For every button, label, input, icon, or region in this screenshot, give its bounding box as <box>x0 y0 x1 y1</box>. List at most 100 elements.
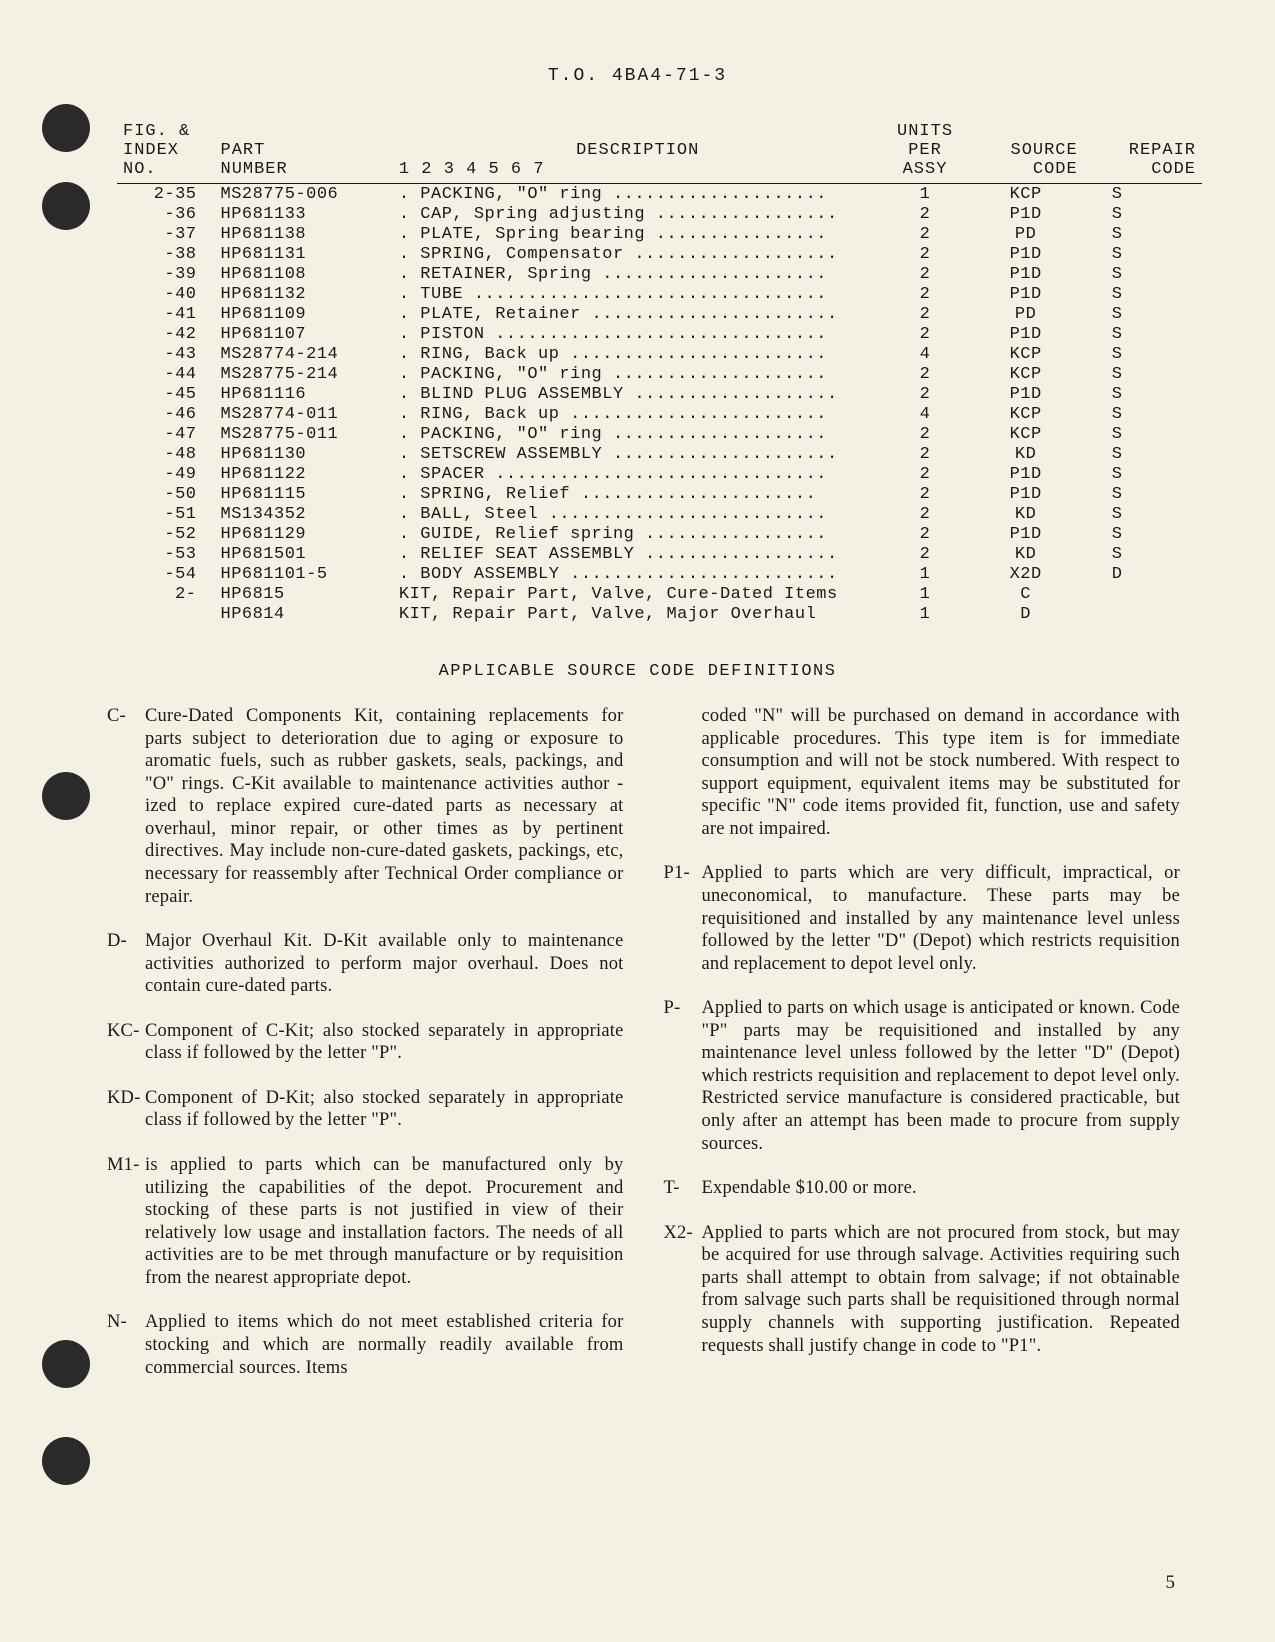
cell-src: KCP <box>968 424 1084 444</box>
cell-src: KD <box>968 544 1084 564</box>
cell-desc: . BODY ASSEMBLY ........................… <box>393 564 883 584</box>
parts-table: FIG. & INDEX NO. PART NUMBER DESCRIPTION… <box>117 120 1202 624</box>
cell-src: PD <box>968 224 1084 244</box>
left-column: C-Cure-Dated Components Kit, containing … <box>107 705 624 1401</box>
cell-idx <box>117 604 215 624</box>
cell-rep: S <box>1084 504 1202 524</box>
definition-code: N- <box>107 1311 145 1379</box>
cell-pn: HP681132 <box>215 284 393 304</box>
punch-hole <box>42 104 90 152</box>
cell-pn: MS28774-214 <box>215 344 393 364</box>
cell-idx: -54 <box>117 564 215 584</box>
definition-text: Expendable $10.00 or more. <box>702 1177 1181 1200</box>
definition-text: Cure-Dated Components Kit, containing re… <box>145 705 624 908</box>
cell-idx: 2-35 <box>117 184 215 205</box>
cell-idx: -40 <box>117 284 215 304</box>
cell-desc: . SETSCREW ASSEMBLY ....................… <box>393 444 883 464</box>
table-row: -40HP681132. TUBE ......................… <box>117 284 1202 304</box>
cell-units: 4 <box>883 404 968 424</box>
cell-desc: . RETAINER, Spring ..................... <box>393 264 883 284</box>
cell-src: X2D <box>968 564 1084 584</box>
cell-src: P1D <box>968 524 1084 544</box>
cell-rep <box>1084 604 1202 624</box>
definition-text: Applied to items which do not meet estab… <box>145 1311 624 1379</box>
definition-text: Component of C-Kit; also stocked separat… <box>145 1020 624 1065</box>
definition-code: X2- <box>664 1222 702 1357</box>
table-row: -39HP681108. RETAINER, Spring ..........… <box>117 264 1202 284</box>
col-header: SOURCE <box>1011 141 1078 160</box>
page-number: 5 <box>1166 1572 1176 1594</box>
cell-pn: HP681131 <box>215 244 393 264</box>
table-row: -45HP681116. BLIND PLUG ASSEMBLY .......… <box>117 384 1202 404</box>
definition-item: P1-Applied to parts which are very diffi… <box>664 862 1181 975</box>
col-header: PER <box>908 141 942 160</box>
cell-desc: . RING, Back up ........................ <box>393 344 883 364</box>
cell-pn: HP681101-5 <box>215 564 393 584</box>
cell-desc: . PLATE, Retainer ......................… <box>393 304 883 324</box>
cell-units: 2 <box>883 204 968 224</box>
cell-src: KCP <box>968 404 1084 424</box>
cell-desc: . PACKING, "O" ring .................... <box>393 424 883 444</box>
cell-rep: S <box>1084 404 1202 424</box>
col-header: INDEX <box>123 141 179 160</box>
cell-rep: S <box>1084 464 1202 484</box>
cell-rep <box>1084 584 1202 604</box>
definitions-columns: C-Cure-Dated Components Kit, containing … <box>107 705 1180 1401</box>
table-row: -53HP681501. RELIEF SEAT ASSEMBLY ......… <box>117 544 1202 564</box>
cell-idx: -51 <box>117 504 215 524</box>
cell-desc: . SPRING, Compensator ..................… <box>393 244 883 264</box>
cell-pn: HP681133 <box>215 204 393 224</box>
cell-src: P1D <box>968 484 1084 504</box>
cell-desc: . RELIEF SEAT ASSEMBLY .................… <box>393 544 883 564</box>
cell-idx: -52 <box>117 524 215 544</box>
cell-src: KCP <box>968 364 1084 384</box>
cell-rep: S <box>1084 244 1202 264</box>
cell-pn: HP681122 <box>215 464 393 484</box>
cell-rep: S <box>1084 544 1202 564</box>
table-row: 2-HP6815KIT, Repair Part, Valve, Cure-Da… <box>117 584 1202 604</box>
cell-desc: . SPRING, Relief ...................... <box>393 484 883 504</box>
punch-hole <box>42 1437 90 1485</box>
cell-pn: MS28774-011 <box>215 404 393 424</box>
definition-code: T- <box>664 1177 702 1200</box>
table-row: -44MS28775-214. PACKING, "O" ring ......… <box>117 364 1202 384</box>
cell-pn: HP681109 <box>215 304 393 324</box>
page: T.O. 4BA4-71-3 FIG. & INDEX NO. PART NUM… <box>0 0 1275 1642</box>
punch-hole <box>42 1340 90 1388</box>
definition-text: Component of D-Kit; also stocked separat… <box>145 1087 624 1132</box>
document-header: T.O. 4BA4-71-3 <box>95 66 1180 86</box>
definition-text: coded "N" will be purchased on demand in… <box>702 705 1181 840</box>
table-row: HP6814KIT, Repair Part, Valve, Major Ove… <box>117 604 1202 624</box>
cell-src: KCP <box>968 344 1084 364</box>
definition-code: M1- <box>107 1154 145 1289</box>
cell-units: 2 <box>883 244 968 264</box>
definition-item: T-Expendable $10.00 or more. <box>664 1177 1181 1200</box>
definition-item: D-Major Overhaul Kit. D-Kit available on… <box>107 930 624 998</box>
cell-desc: . TUBE ................................. <box>393 284 883 304</box>
definition-item: KD-Component of D-Kit; also stocked sepa… <box>107 1087 624 1132</box>
cell-pn: HP681108 <box>215 264 393 284</box>
table-row: -36HP681133. CAP, Spring adjusting .....… <box>117 204 1202 224</box>
definition-item: N-Applied to items which do not meet est… <box>107 1311 624 1379</box>
definition-code: P1- <box>664 862 702 975</box>
cell-desc: . SPACER ............................... <box>393 464 883 484</box>
cell-src: P1D <box>968 264 1084 284</box>
cell-idx: -46 <box>117 404 215 424</box>
definition-code: KC- <box>107 1020 145 1065</box>
table-row: -49HP681122. SPACER ....................… <box>117 464 1202 484</box>
cell-pn: HP6815 <box>215 584 393 604</box>
definition-text: Applied to parts which are very difficul… <box>702 862 1181 975</box>
definition-item: M1-is applied to parts which can be manu… <box>107 1154 624 1289</box>
definition-item: X2-Applied to parts which are not procur… <box>664 1222 1181 1357</box>
table-row: -48HP681130. SETSCREW ASSEMBLY .........… <box>117 444 1202 464</box>
table-row: -43MS28774-214. RING, Back up ..........… <box>117 344 1202 364</box>
cell-idx: -41 <box>117 304 215 324</box>
cell-units: 2 <box>883 464 968 484</box>
table-row: -42HP681107. PISTON ....................… <box>117 324 1202 344</box>
cell-rep: S <box>1084 384 1202 404</box>
cell-units: 1 <box>883 604 968 624</box>
col-header: FIG. & <box>123 122 190 141</box>
cell-units: 2 <box>883 424 968 444</box>
cell-units: 4 <box>883 344 968 364</box>
cell-pn: HP681138 <box>215 224 393 244</box>
